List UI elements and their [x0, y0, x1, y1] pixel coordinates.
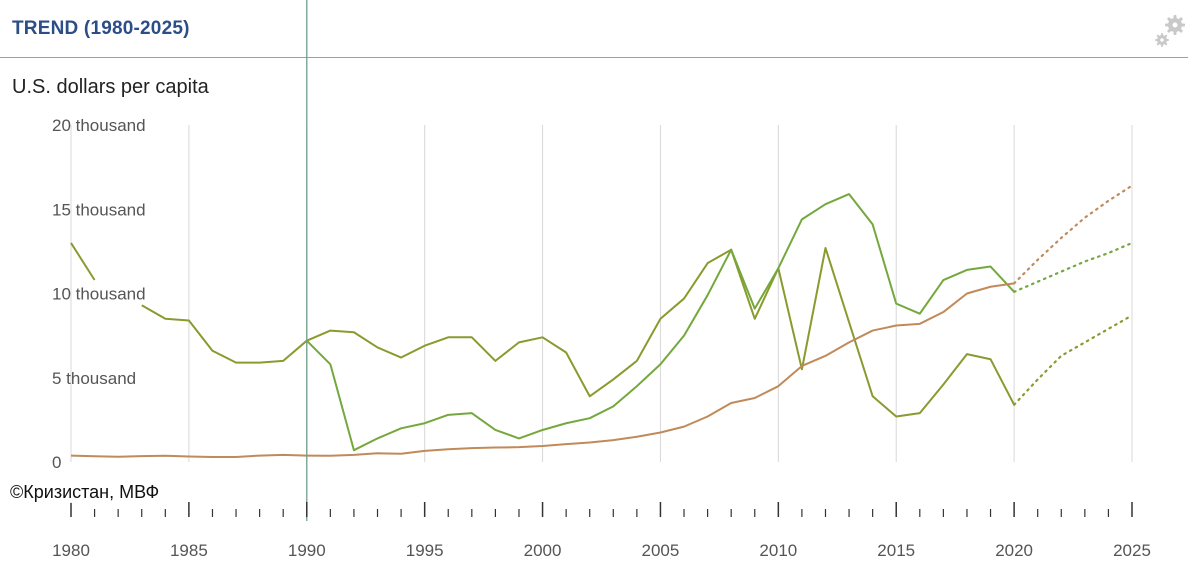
x-tick-label: 2010 — [759, 541, 797, 560]
y-tick-label: 15 thousand — [52, 200, 146, 219]
series-1-line — [70, 242, 96, 281]
y-axis-label: U.S. dollars per capita — [12, 76, 209, 98]
x-tick-label: 2005 — [642, 541, 680, 560]
series-1-forecast — [1013, 314, 1134, 406]
x-tick-label: 2025 — [1113, 541, 1151, 560]
series-lines — [70, 184, 1134, 458]
series-2-line — [306, 193, 1015, 452]
gear-icon[interactable] — [1150, 12, 1190, 52]
x-tick-label: 1995 — [406, 541, 444, 560]
y-tick-label: 5 thousand — [52, 369, 136, 388]
series-1-line — [141, 247, 1015, 418]
series-3-forecast — [1013, 184, 1134, 285]
chart-title: TREND (1980-2025) — [12, 18, 190, 39]
x-axis: 1980 1985 1990 1995 2000 2005 2010 2015 2020 2025 — [52, 502, 1151, 560]
y-tick-label: 20 thousand — [52, 116, 146, 135]
series-3-line — [70, 282, 1015, 458]
y-tick-label: 10 thousand — [52, 285, 146, 304]
y-tick-label: 0 — [52, 453, 61, 472]
x-tick-label: 1980 — [52, 541, 90, 560]
x-tick-label: 2015 — [877, 541, 915, 560]
y-tick-labels: 0 5 thousand 10 thousand 15 thousand 20 thou… — [52, 116, 146, 472]
x-tick-label: 2000 — [524, 541, 562, 560]
title-divider — [0, 57, 1188, 58]
x-tick-label: 1985 — [170, 541, 208, 560]
source-credit: ©Кризистан, МВФ — [8, 482, 162, 503]
x-tick-label: 2020 — [995, 541, 1033, 560]
x-tick-label: 1990 — [288, 541, 326, 560]
series-2-forecast — [1013, 241, 1134, 293]
